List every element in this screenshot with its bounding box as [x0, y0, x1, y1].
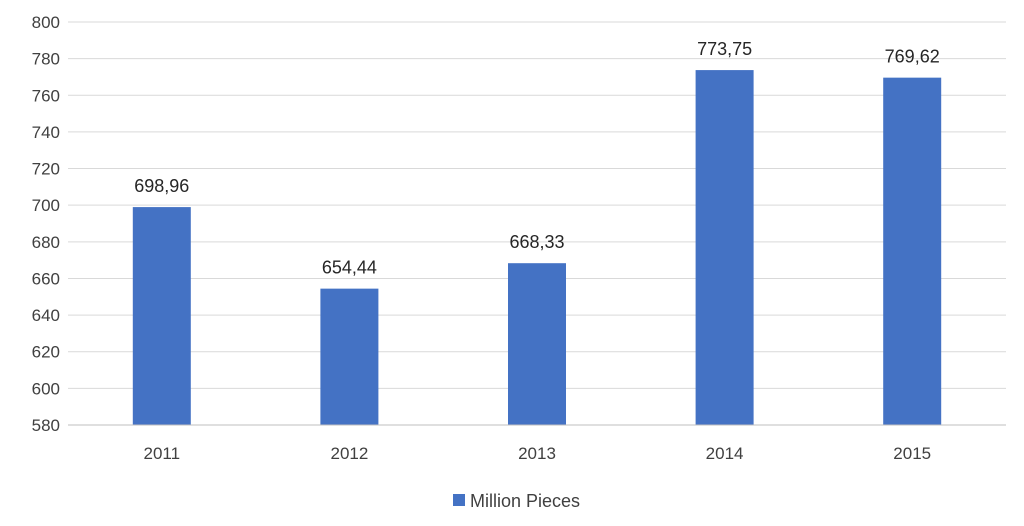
y-tick-label: 680 [32, 233, 60, 252]
x-tick-label: 2012 [330, 444, 368, 463]
bar [508, 263, 566, 425]
legend-swatch [453, 494, 465, 506]
x-tick-label: 2011 [144, 444, 181, 463]
legend-label: Million Pieces [470, 491, 580, 511]
bar [695, 70, 754, 425]
y-tick-label: 620 [32, 343, 60, 362]
y-tick-label: 740 [32, 123, 60, 142]
x-axis-tick-labels: 2011 2012 2013 2014 2015 [144, 444, 932, 463]
y-tick-label: 640 [32, 306, 60, 325]
y-tick-label: 780 [32, 50, 60, 69]
y-axis-tick-labels: 580 600 620 640 660 680 700 720 740 760 780 800 [32, 13, 60, 435]
y-tick-label: 700 [32, 196, 60, 215]
y-tick-label: 600 [32, 379, 60, 398]
data-label: 668,33 [509, 232, 564, 252]
data-label: 654,44 [322, 258, 377, 278]
x-tick-label: 2013 [518, 444, 556, 463]
y-tick-label: 760 [32, 86, 60, 105]
legend: Million Pieces [453, 491, 580, 511]
data-label: 773,75 [697, 39, 752, 59]
x-tick-label: 2014 [706, 444, 744, 463]
data-labels: 698,96 654,44 668,33 773,75 769,62 [134, 39, 939, 278]
gridlines [68, 21, 1006, 389]
bar [883, 77, 942, 425]
y-tick-label: 660 [32, 269, 60, 288]
y-tick-label: 720 [32, 160, 60, 179]
data-label: 698,96 [134, 176, 189, 196]
y-tick-label: 800 [32, 13, 60, 32]
y-tick-label: 580 [32, 416, 60, 435]
bars [132, 70, 942, 425]
data-label: 769,62 [885, 47, 940, 67]
bar [132, 207, 191, 425]
bar [320, 288, 379, 425]
x-tick-label: 2015 [893, 444, 931, 463]
